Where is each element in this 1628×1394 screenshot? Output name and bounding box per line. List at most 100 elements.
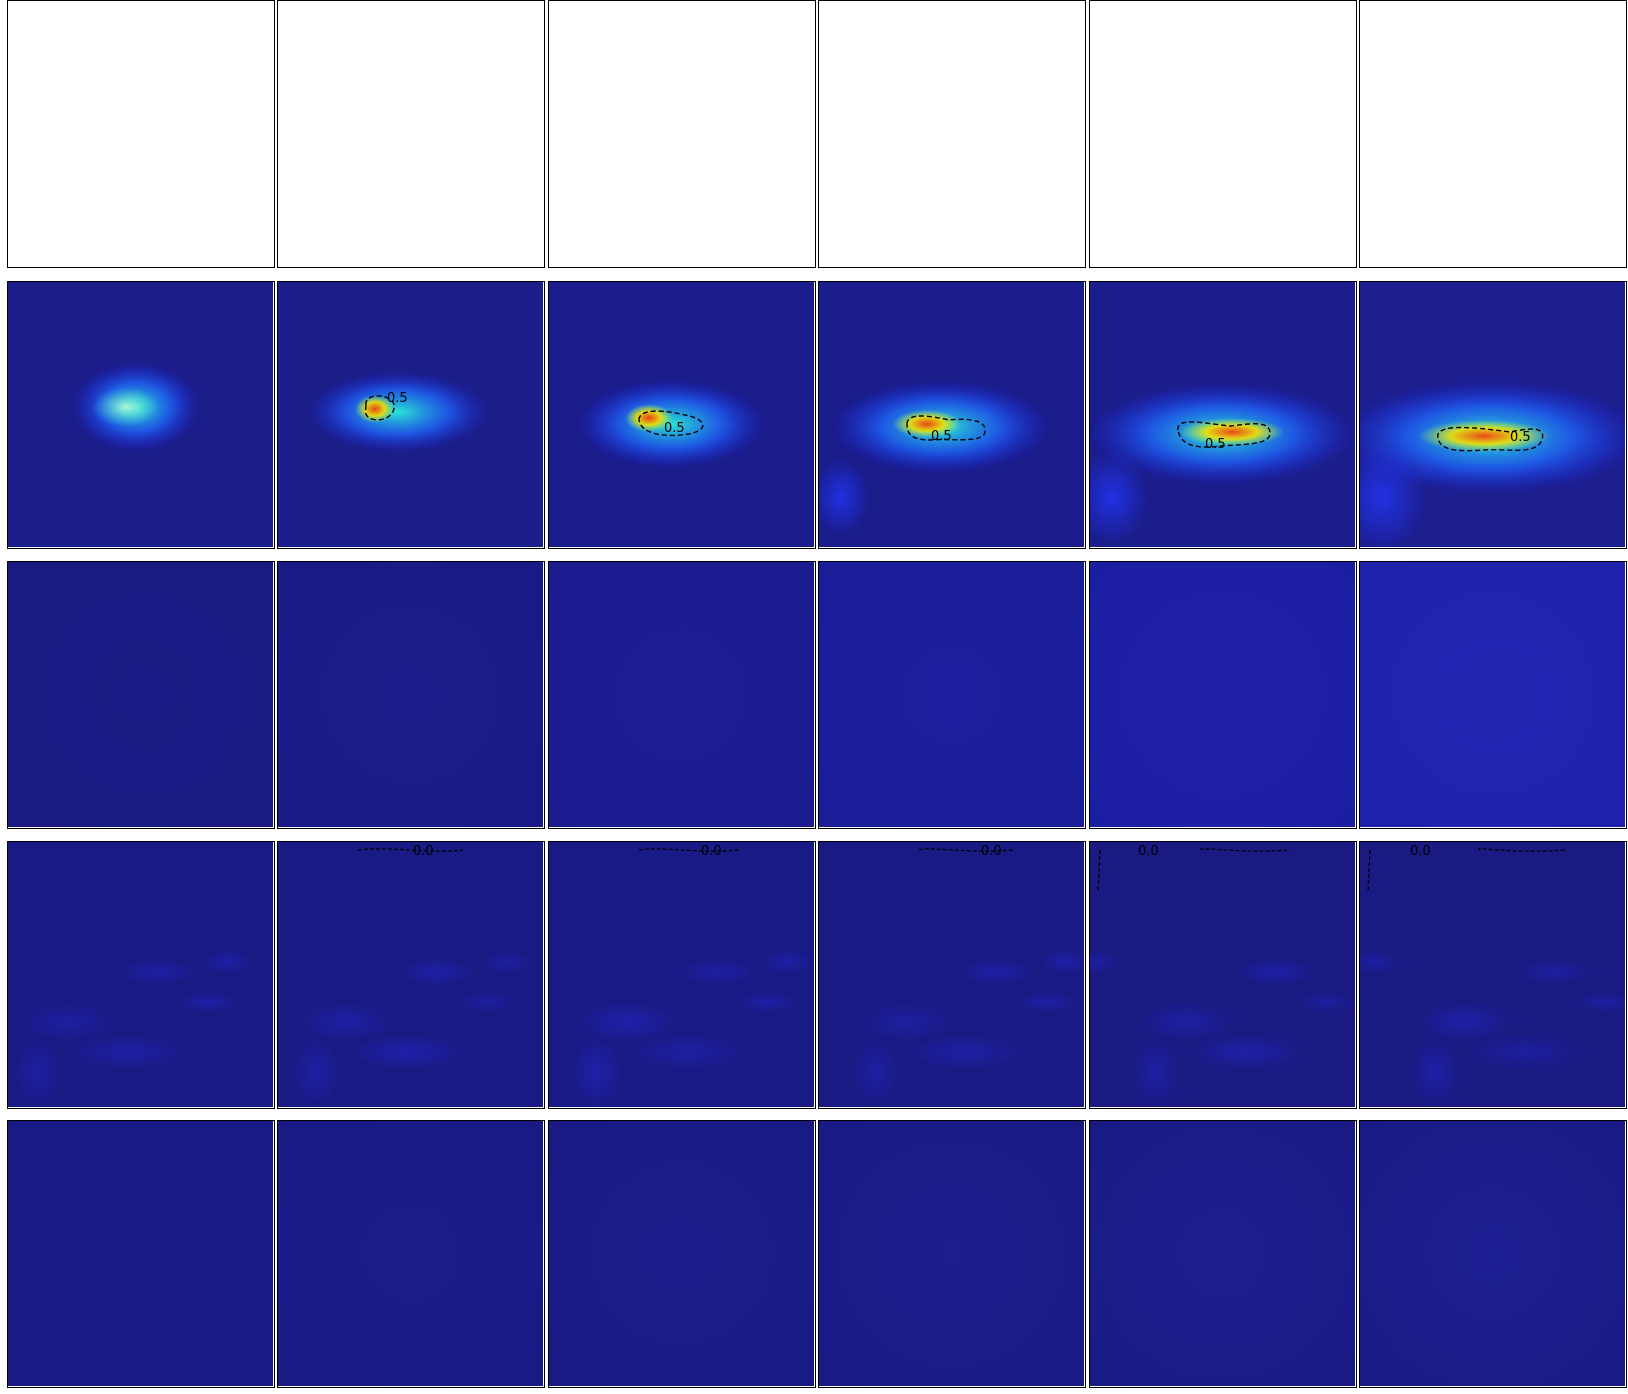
heatmap-noise-blob [956, 958, 1036, 986]
heatmap-canvas [549, 562, 814, 827]
heatmap-canvas: 0.0 [1090, 842, 1355, 1107]
empty-panel-fill [278, 1, 543, 266]
heatmap-noise-blob [13, 1037, 63, 1107]
heatmap-canvas [819, 1121, 1084, 1386]
heatmap-panel-r4-c1 [7, 841, 275, 1109]
heatmap-noise-blob [482, 950, 532, 974]
heatmap-noise-blob [1016, 992, 1076, 1012]
heatmap-panel-r3-c3 [548, 561, 816, 829]
heatmap-noise-blob [1360, 950, 1400, 974]
heatmap-panel-r2-c3: 0.5 [548, 281, 816, 549]
heatmap-vignette [278, 1121, 543, 1386]
heatmap-blob-core [355, 395, 395, 423]
empty-panel-fill [819, 1, 1084, 266]
heatmap-noise-blob [457, 992, 517, 1012]
empty-panel-fill [1360, 1, 1625, 266]
heatmap-panel-r2-c5: 0.5 [1089, 281, 1357, 549]
heatmap-canvas [819, 562, 1084, 827]
heatmap-panel-r5-c4 [818, 1120, 1086, 1388]
heatmap-canvas [1360, 1, 1625, 266]
heatmap-panel-r3-c6 [1359, 561, 1627, 829]
heatmap-noise-blob [118, 958, 198, 986]
contour-line [357, 848, 464, 852]
heatmap-canvas [8, 1121, 273, 1386]
heatmap-panel-r4-c6: 0.0 [1359, 841, 1627, 1109]
heatmap-canvas: 0.5 [1360, 282, 1625, 547]
heatmap-canvas: 0.0 [1360, 842, 1625, 1107]
heatmap-vignette [549, 562, 814, 827]
heatmap-vignette [278, 562, 543, 827]
heatmap-vignette [1360, 562, 1625, 827]
heatmap-panel-r4-c4: 0.0 [818, 841, 1086, 1109]
contour-line [1097, 849, 1101, 893]
heatmap-blob-core [1180, 418, 1284, 446]
heatmap-noise-blob [203, 950, 253, 974]
heatmap-secondary-blob [1090, 451, 1148, 543]
heatmap-canvas [278, 1, 543, 266]
contour-line [1177, 421, 1271, 448]
heatmap-panel-r3-c1 [7, 561, 275, 829]
heatmap-blob-core [92, 387, 160, 427]
heatmap-noise-blob [1136, 1002, 1236, 1042]
heatmap-panel-r3-c2 [277, 561, 545, 829]
empty-panel-fill [549, 1, 814, 266]
heatmap-canvas [1360, 562, 1625, 827]
heatmap-panel-r5-c6 [1359, 1120, 1627, 1388]
heatmap-noise-blob [347, 1034, 467, 1070]
heatmap-noise-blob [1575, 992, 1625, 1012]
heatmap-canvas [819, 1, 1084, 266]
heatmap-noise-blob [1186, 1034, 1306, 1070]
heatmap-noise-blob [1090, 950, 1121, 974]
heatmap-noise-blob [1465, 1034, 1585, 1070]
heatmap-panel-r5-c2 [277, 1120, 545, 1388]
heatmap-noise-blob [1131, 1037, 1181, 1107]
heatmap-panel-r1-c4 [818, 0, 1086, 268]
contour-line [918, 848, 1015, 852]
heatmap-noise-blob [851, 1037, 901, 1107]
heatmap-panel-r2-c1 [7, 281, 275, 549]
heatmap-panel-r2-c2: 0.5 [277, 281, 545, 549]
heatmap-vignette [819, 1121, 1084, 1386]
heatmap-canvas [278, 1121, 543, 1386]
heatmap-canvas: 0.5 [1090, 282, 1355, 547]
heatmap-canvas [8, 1, 273, 266]
heatmap-noise-blob [297, 1002, 397, 1042]
contour-label: 0.5 [664, 421, 685, 436]
contour-line [1199, 848, 1291, 852]
heatmap-canvas [8, 842, 273, 1107]
heatmap-secondary-blob [1360, 443, 1426, 547]
heatmap-noise-blob [1236, 958, 1316, 986]
heatmap-canvas: 0.0 [278, 842, 543, 1107]
contour-label: 0.0 [1138, 844, 1159, 859]
heatmap-blob-glow [308, 372, 488, 452]
contour-label: 0.5 [931, 429, 952, 444]
heatmap-panel-r4-c3: 0.0 [548, 841, 816, 1109]
heatmap-secondary-blob [819, 459, 869, 535]
contour-line [1437, 426, 1544, 452]
heatmap-canvas: 0.5 [819, 282, 1084, 547]
contour-line [638, 410, 704, 437]
heatmap-canvas [1090, 562, 1355, 827]
heatmap-panel-r1-c3 [548, 0, 816, 268]
heatmap-panel-r3-c4 [818, 561, 1086, 829]
heatmap-noise-blob [627, 1034, 747, 1070]
heatmap-canvas: 0.5 [278, 282, 543, 547]
contour-label: 0.5 [1510, 430, 1531, 445]
heatmap-panel-r1-c6 [1359, 0, 1627, 268]
heatmap-vignette [549, 1121, 814, 1386]
heatmap-noise-blob [856, 1002, 956, 1042]
heatmap-noise-blob [1515, 958, 1595, 986]
heatmap-blob-glow [578, 380, 764, 468]
heatmap-vignette [8, 1121, 273, 1386]
empty-panel-fill [1090, 1, 1355, 266]
heatmap-vignette [8, 562, 273, 827]
heatmap-noise-blob [1415, 1002, 1515, 1042]
empty-panel-fill [8, 1, 273, 266]
heatmap-noise-blob [677, 958, 757, 986]
heatmap-noise-blob [292, 1037, 342, 1107]
heatmap-noise-blob [397, 958, 477, 986]
heatmap-canvas [549, 1121, 814, 1386]
heatmap-vignette [1360, 1121, 1625, 1386]
heatmap-vignette [1090, 1121, 1355, 1386]
